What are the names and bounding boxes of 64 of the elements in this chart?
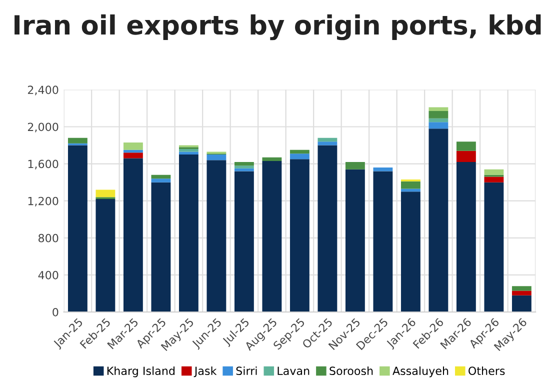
bar bbox=[484, 182, 504, 312]
bar bbox=[373, 168, 393, 172]
bar bbox=[456, 162, 476, 312]
bar bbox=[68, 145, 88, 312]
bar bbox=[206, 160, 226, 312]
bar bbox=[123, 142, 143, 150]
bar bbox=[512, 286, 532, 291]
bar bbox=[428, 107, 448, 112]
legend-label: Assaluyeh bbox=[392, 366, 448, 378]
bar bbox=[512, 295, 532, 312]
bar bbox=[428, 122, 448, 129]
y-tick-label: 2,000 bbox=[28, 122, 58, 132]
bar bbox=[262, 161, 282, 312]
bar bbox=[178, 152, 198, 155]
bar bbox=[234, 168, 254, 172]
bar bbox=[68, 138, 88, 144]
bar bbox=[345, 169, 365, 312]
bar bbox=[234, 166, 254, 168]
y-tick-label: 400 bbox=[38, 270, 58, 280]
bar bbox=[151, 178, 171, 182]
bar bbox=[178, 148, 198, 152]
bar bbox=[456, 150, 476, 162]
y-tick-label: 1,200 bbox=[28, 196, 58, 206]
bar bbox=[262, 157, 282, 162]
bar bbox=[456, 142, 476, 151]
y-tick-label: 1,600 bbox=[28, 160, 58, 170]
bar bbox=[428, 111, 448, 118]
bar bbox=[234, 162, 254, 166]
bar bbox=[290, 159, 310, 312]
y-tick-label: 2,400 bbox=[28, 86, 58, 96]
bar bbox=[96, 199, 116, 312]
bar bbox=[400, 192, 420, 312]
legend-label: Lavan bbox=[278, 366, 310, 376]
bar bbox=[96, 190, 116, 198]
bar bbox=[234, 171, 254, 312]
bar bbox=[290, 154, 310, 160]
bar bbox=[512, 290, 532, 296]
legend-label: Kharg Island bbox=[107, 366, 175, 378]
bar bbox=[123, 152, 143, 158]
bar bbox=[151, 174, 171, 179]
legend-label: Others bbox=[468, 366, 505, 376]
y-tick-label: 0 bbox=[52, 308, 58, 316]
bar bbox=[123, 150, 143, 153]
bar bbox=[290, 150, 310, 154]
bar bbox=[484, 176, 504, 182]
bar bbox=[373, 171, 393, 312]
bar bbox=[151, 182, 171, 312]
chart-title: Iran oil exports by origin ports, kbd bbox=[14, 14, 541, 40]
bar bbox=[206, 154, 226, 160]
bar bbox=[400, 181, 420, 189]
bar bbox=[178, 154, 198, 312]
bar bbox=[318, 142, 338, 146]
legend-label: Jask bbox=[194, 366, 217, 378]
bar bbox=[428, 118, 448, 122]
bar bbox=[400, 188, 420, 192]
bar bbox=[428, 128, 448, 312]
bar bbox=[345, 162, 365, 170]
bar bbox=[123, 158, 143, 312]
bar bbox=[318, 138, 338, 142]
bar bbox=[318, 145, 338, 312]
legend-label: Soroosh bbox=[330, 366, 373, 376]
bar bbox=[484, 169, 504, 175]
legend-label: Sirri bbox=[236, 366, 257, 376]
y-tick-label: 800 bbox=[38, 234, 58, 242]
